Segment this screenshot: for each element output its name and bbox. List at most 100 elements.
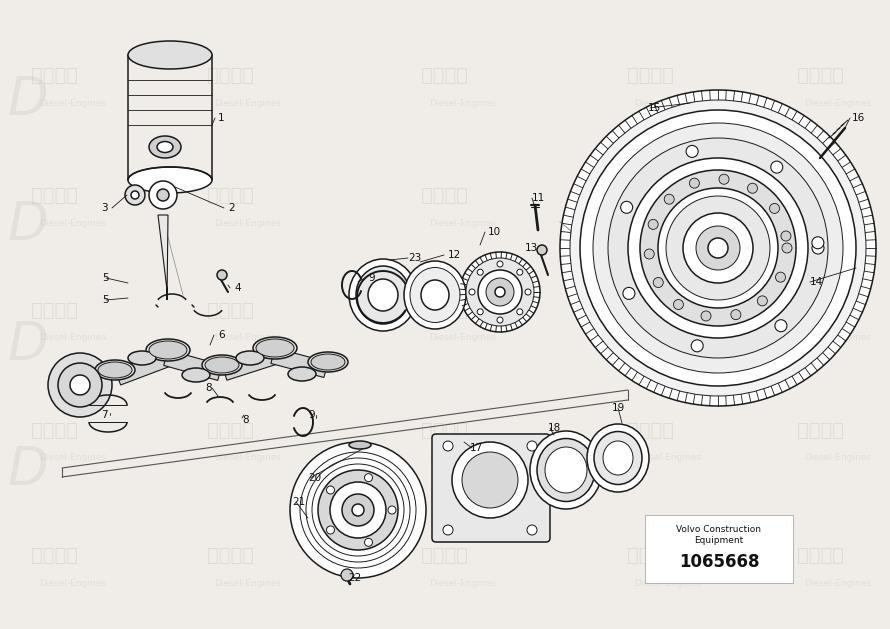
Text: 13: 13 [525, 243, 538, 253]
Ellipse shape [349, 259, 417, 331]
Text: 6: 6 [218, 330, 224, 340]
Circle shape [342, 494, 374, 526]
Ellipse shape [157, 142, 173, 152]
Text: 紫发动力: 紫发动力 [627, 65, 674, 84]
Circle shape [527, 441, 537, 451]
Text: Diesel-Engines: Diesel-Engines [635, 99, 701, 108]
Ellipse shape [603, 441, 633, 475]
Circle shape [497, 261, 503, 267]
Circle shape [775, 272, 786, 282]
Text: D: D [8, 319, 48, 371]
Text: 紫发动力: 紫发动力 [31, 301, 78, 320]
Text: Diesel-Engines: Diesel-Engines [635, 218, 701, 228]
Text: Volvo Construction
Equipment: Volvo Construction Equipment [676, 525, 762, 545]
Circle shape [690, 178, 700, 188]
Text: 5: 5 [102, 295, 109, 305]
Text: 紫发动力: 紫发动力 [422, 186, 468, 204]
Text: 紫发动力: 紫发动力 [31, 186, 78, 204]
Text: 紫发动力: 紫发动力 [422, 65, 468, 84]
Text: 紫发动力: 紫发动力 [206, 186, 254, 204]
Circle shape [608, 138, 828, 358]
Circle shape [620, 201, 633, 213]
Text: 15: 15 [648, 103, 661, 113]
Ellipse shape [537, 438, 595, 501]
Ellipse shape [288, 367, 316, 381]
Circle shape [70, 375, 90, 395]
Text: 3: 3 [101, 203, 108, 213]
Circle shape [648, 220, 659, 230]
Ellipse shape [128, 351, 156, 365]
Circle shape [149, 181, 177, 209]
Circle shape [486, 278, 514, 306]
Text: 20: 20 [308, 473, 321, 483]
Text: Diesel-Engines: Diesel-Engines [214, 218, 281, 228]
Circle shape [708, 238, 728, 258]
Circle shape [683, 213, 753, 283]
Circle shape [443, 441, 453, 451]
Circle shape [131, 191, 139, 199]
Circle shape [318, 470, 398, 550]
Circle shape [674, 299, 684, 309]
Circle shape [775, 320, 787, 331]
Circle shape [217, 270, 227, 280]
Text: Diesel-Engines: Diesel-Engines [214, 99, 281, 108]
Text: D: D [8, 444, 48, 496]
Ellipse shape [202, 355, 242, 375]
Text: D: D [8, 199, 48, 251]
Circle shape [290, 442, 426, 578]
Circle shape [686, 145, 698, 157]
Text: 22: 22 [348, 573, 361, 583]
Text: Diesel-Engines: Diesel-Engines [39, 218, 107, 228]
Circle shape [644, 249, 654, 259]
Ellipse shape [368, 279, 398, 311]
Circle shape [771, 161, 783, 173]
Text: 紫发动力: 紫发动力 [797, 186, 844, 204]
Polygon shape [164, 350, 222, 381]
Polygon shape [158, 215, 168, 300]
Circle shape [469, 289, 475, 295]
Circle shape [495, 287, 505, 297]
Ellipse shape [311, 354, 345, 370]
Text: Diesel-Engines: Diesel-Engines [635, 454, 701, 462]
Circle shape [770, 203, 780, 213]
Circle shape [570, 100, 866, 396]
Text: 14: 14 [810, 277, 823, 287]
Ellipse shape [205, 357, 239, 373]
Text: 紫发动力: 紫发动力 [627, 301, 674, 320]
Ellipse shape [256, 339, 294, 357]
Text: 紫发动力: 紫发动力 [422, 421, 468, 440]
Text: Diesel-Engines: Diesel-Engines [805, 99, 871, 108]
Text: 16: 16 [852, 113, 865, 123]
Text: 8: 8 [242, 415, 248, 425]
Circle shape [623, 287, 635, 299]
Circle shape [125, 185, 145, 205]
Text: 紫发动力: 紫发动力 [797, 545, 844, 564]
Ellipse shape [149, 341, 187, 359]
Text: 4: 4 [234, 283, 240, 293]
Ellipse shape [545, 447, 587, 493]
Text: 紫发动力: 紫发动力 [422, 545, 468, 564]
Text: 紫发动力: 紫发动力 [797, 65, 844, 84]
Circle shape [653, 277, 663, 287]
Text: 9: 9 [368, 273, 375, 283]
Text: 紫发动力: 紫发动力 [422, 301, 468, 320]
Circle shape [757, 296, 767, 306]
Circle shape [701, 311, 711, 321]
Ellipse shape [356, 266, 410, 324]
Ellipse shape [128, 41, 212, 69]
Text: 11: 11 [532, 193, 546, 203]
Text: Diesel-Engines: Diesel-Engines [214, 333, 281, 343]
Polygon shape [271, 348, 328, 377]
Circle shape [748, 183, 757, 193]
Text: D: D [8, 74, 48, 126]
Text: Diesel-Engines: Diesel-Engines [214, 579, 281, 587]
Circle shape [527, 525, 537, 535]
Text: Diesel-Engines: Diesel-Engines [805, 218, 871, 228]
Circle shape [327, 486, 335, 494]
Text: 紫发动力: 紫发动力 [31, 65, 78, 84]
Text: 紫发动力: 紫发动力 [627, 545, 674, 564]
Text: Diesel-Engines: Diesel-Engines [39, 333, 107, 343]
Circle shape [782, 243, 792, 253]
Circle shape [157, 189, 169, 201]
Circle shape [477, 269, 483, 276]
